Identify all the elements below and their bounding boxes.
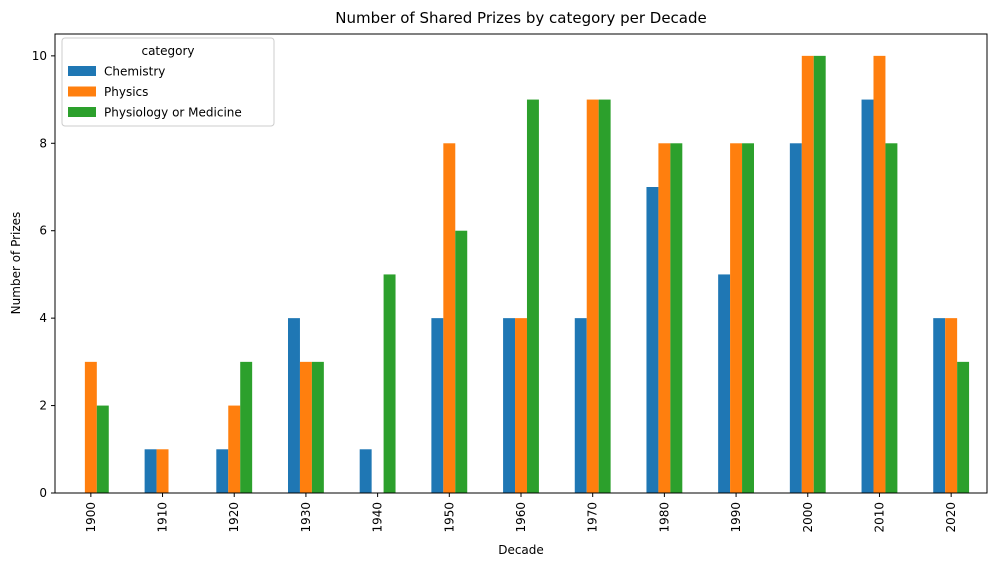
legend-swatch — [68, 86, 96, 97]
x-tick-label: 1900 — [84, 502, 98, 533]
bar-physiology-or-medicine-1930 — [311, 361, 324, 493]
y-tick-label: 2 — [39, 399, 47, 413]
y-tick-label: 0 — [39, 486, 47, 500]
x-tick-label: 1910 — [156, 502, 170, 533]
bar-physics-2020 — [945, 318, 958, 493]
bar-chemistry-1990 — [718, 274, 731, 493]
bar-physiology-or-medicine-1980 — [670, 143, 683, 494]
bar-chemistry-1930 — [288, 318, 300, 493]
bar-chemistry-2020 — [933, 318, 946, 493]
legend-swatch — [68, 66, 96, 76]
bar-physics-1910 — [156, 449, 169, 493]
x-tick-label: 2000 — [801, 502, 815, 533]
y-tick-label: 10 — [32, 49, 47, 63]
bar-physics-2000 — [801, 55, 814, 494]
bar-physiology-or-medicine-1960 — [526, 99, 539, 493]
legend-label: Physics — [104, 85, 148, 99]
bar-physiology-or-medicine-1950 — [455, 230, 468, 493]
bar-physiology-or-medicine-2010 — [885, 143, 898, 494]
x-tick-label: 2020 — [944, 502, 958, 533]
x-tick-label: 1960 — [514, 502, 528, 533]
bar-physiology-or-medicine-1990 — [742, 143, 754, 494]
legend-label: Chemistry — [104, 65, 165, 79]
bar-chemistry-2010 — [861, 99, 874, 493]
legend-label: Physiology or Medicine — [104, 106, 242, 120]
y-axis-label: Number of Prizes — [9, 212, 23, 315]
bar-physics-1960 — [515, 318, 527, 493]
bar-physiology-or-medicine-1940 — [383, 274, 396, 493]
bar-chemistry-1980 — [646, 187, 659, 493]
chart-title: Number of Shared Prizes by category per … — [335, 9, 707, 27]
bar-physiology-or-medicine-1920 — [240, 361, 253, 493]
bar-physics-2010 — [873, 55, 886, 494]
bar-chemistry-2000 — [789, 143, 802, 494]
bar-physics-1920 — [228, 405, 241, 493]
bar-chemistry-1970 — [574, 318, 587, 493]
x-axis-label: Decade — [498, 543, 544, 557]
bar-physics-1990 — [730, 143, 743, 494]
x-tick-label: 1940 — [371, 502, 385, 533]
legend: category Chemistry Physics Physiology or Me… — [61, 37, 275, 127]
bar-physics-1930 — [299, 361, 312, 493]
legend-box — [61, 37, 275, 127]
legend-swatch — [68, 107, 96, 117]
bar-physics-1970 — [586, 99, 599, 493]
bar-physiology-or-medicine-1900 — [96, 405, 109, 493]
x-tick-label: 1990 — [729, 502, 743, 533]
plot-area: 0 2 4 6 8 10 1900 1910 1920 1930 1940 1950 1960 1970 1… — [32, 33, 988, 533]
x-tick-label: 2010 — [872, 502, 886, 533]
x-tick-label: 1930 — [299, 502, 313, 533]
bar-chemistry-1920 — [216, 449, 229, 493]
x-tick-label: 1920 — [227, 502, 241, 533]
bar-chemistry-1910 — [144, 449, 157, 493]
bar-physics-1950 — [443, 143, 456, 494]
bar-chemistry-1940 — [359, 449, 372, 493]
bar-physics-1900 — [84, 361, 97, 493]
y-tick-label: 4 — [39, 311, 47, 325]
y-tick-label: 6 — [39, 224, 47, 238]
x-tick-label: 1950 — [442, 502, 456, 533]
x-tick-label: 1970 — [586, 502, 600, 533]
bar-physiology-or-medicine-2020 — [957, 361, 970, 493]
bar-physiology-or-medicine-1970 — [598, 99, 611, 493]
y-tick-label: 8 — [39, 136, 47, 150]
bar-physics-1980 — [658, 143, 671, 494]
bar-chemistry-1960 — [503, 318, 516, 493]
bar-physiology-or-medicine-2000 — [813, 55, 826, 494]
bar-chemistry-1950 — [431, 318, 444, 493]
x-tick-label: 1980 — [657, 502, 671, 533]
legend-title: category — [141, 44, 194, 58]
